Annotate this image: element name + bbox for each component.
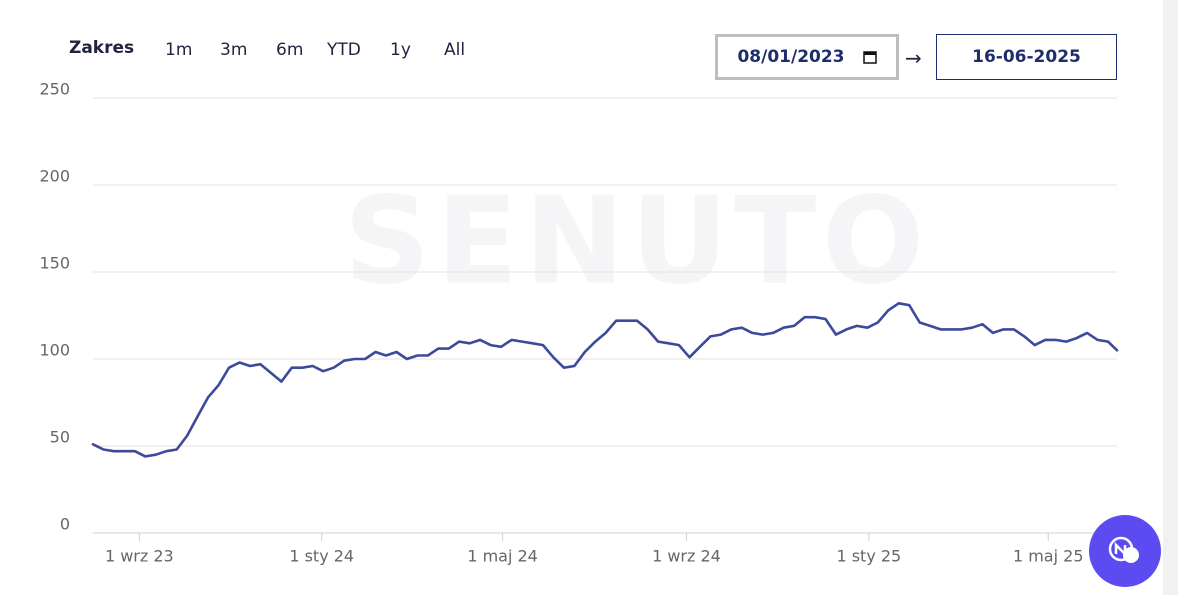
line xyxy=(91,302,1119,458)
end-date: 16-06-2025 xyxy=(972,47,1081,67)
range-label: Zakres xyxy=(69,38,135,58)
range-button[interactable]: 1y xyxy=(390,40,411,60)
y-tick-label: 0 xyxy=(60,515,70,534)
x-tick-label: 1 maj 24 xyxy=(467,547,538,566)
range-button[interactable]: 3m xyxy=(220,40,248,60)
y-tick-label: 150 xyxy=(39,254,70,273)
chat-button[interactable] xyxy=(1089,515,1161,587)
x-tick-label: 1 wrz 23 xyxy=(105,547,174,566)
range-button[interactable]: YTD xyxy=(327,40,361,60)
end-date-input[interactable]: 16-06-2025 xyxy=(936,34,1117,80)
range-button[interactable]: 1m xyxy=(165,40,193,60)
y-tick-label: 200 xyxy=(39,167,70,186)
date-separator: → xyxy=(905,46,922,70)
scrollbar xyxy=(1163,0,1178,595)
y-tick-label: 100 xyxy=(39,341,70,360)
calendar-icon xyxy=(862,51,877,64)
start-date: 08/01/2023 xyxy=(737,47,845,67)
x-tick-label: 1 wrz 24 xyxy=(652,547,721,566)
x-tick-label: 1 maj 25 xyxy=(1013,547,1084,566)
range-button[interactable]: All xyxy=(444,40,466,60)
x-tick-label: 1 sty 25 xyxy=(836,547,901,566)
range-button[interactable]: 6m xyxy=(276,40,304,60)
y-tick-label: 50 xyxy=(50,428,70,447)
chat-icon xyxy=(1108,536,1139,563)
watermark: SENUTO xyxy=(344,173,930,312)
x-tick-label: 1 sty 24 xyxy=(289,547,354,566)
y-tick-label: 250 xyxy=(39,80,70,99)
start-date-input[interactable]: 08/01/2023 xyxy=(715,34,899,80)
